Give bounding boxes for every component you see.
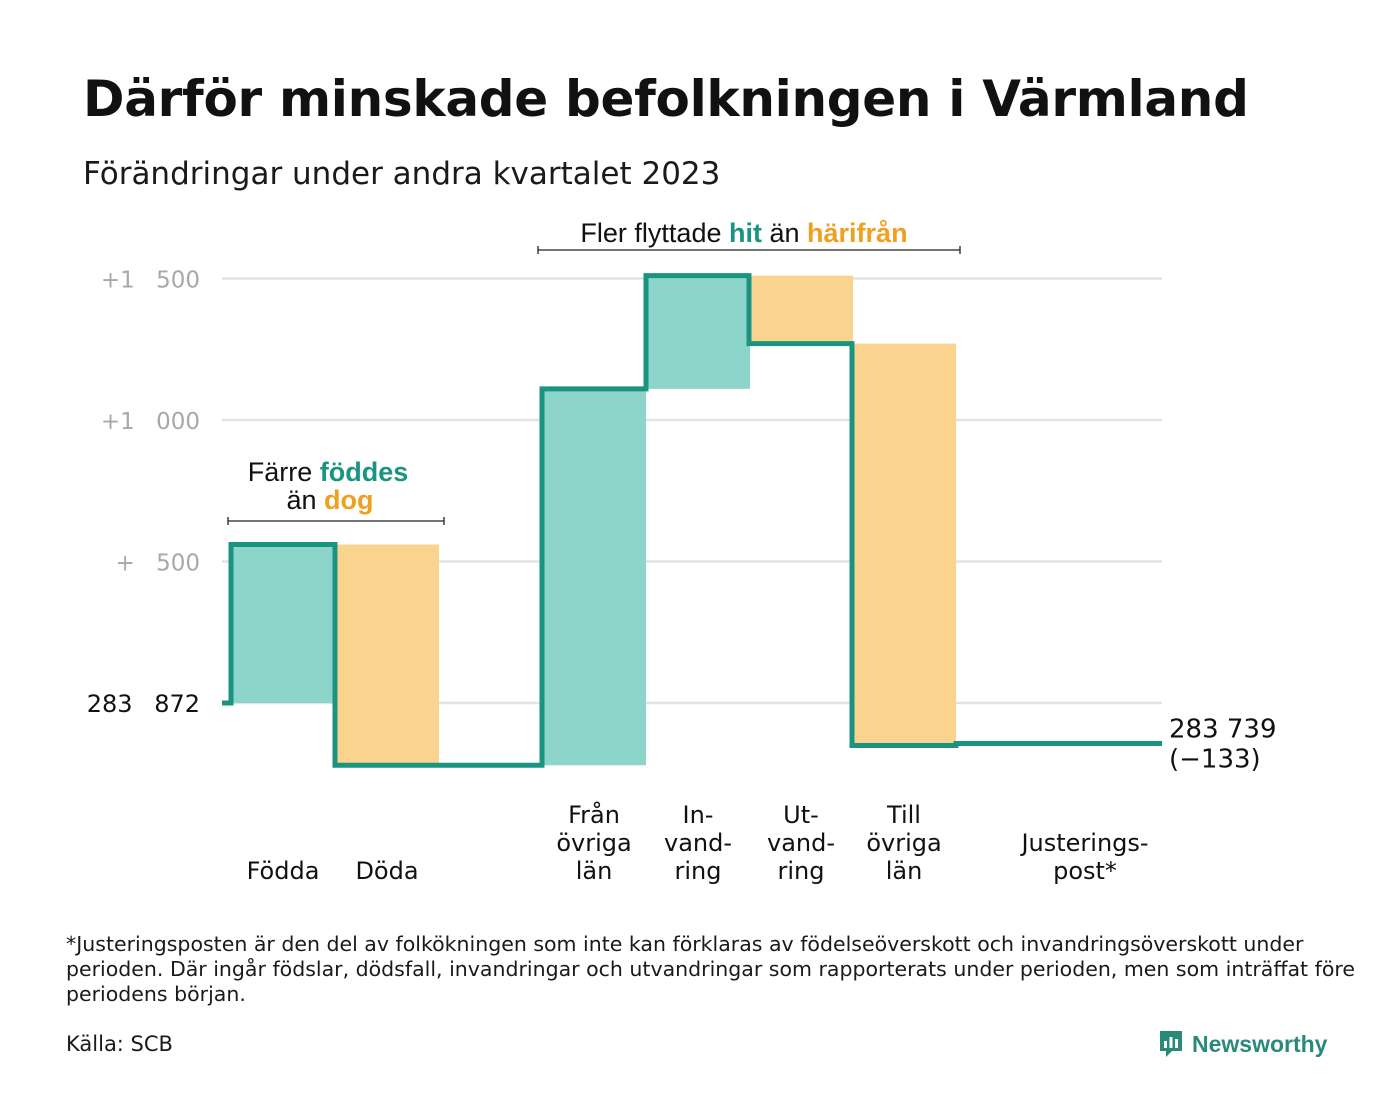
annotation-bracket [537,246,961,254]
source-note: Källa: SCB [66,1032,173,1056]
footnote: *Justeringsposten är den del av folkökni… [66,932,1355,1006]
x-category-label: In- [683,801,714,829]
annotation-text: Fler flyttade hit än härifrån [580,218,907,248]
bar-utvandring [749,275,853,344]
annotation-bracket [227,517,445,525]
cumulative-step-line [222,273,1162,768]
bar-till-övriga-län [852,343,956,746]
x-category-label: län [886,857,923,885]
step-line [222,273,1162,768]
waterfall-chart: 283 872 + 500 +1 000 +1 500 283 739(−133) Föd… [87,218,1277,885]
x-category-label: Ut- [783,801,819,829]
annotation-text: Färre föddes [248,457,409,487]
x-category-label: ring [675,857,722,885]
y-tick-label: +1 500 [101,268,200,294]
bar-döda [335,544,439,766]
annotation-text: än dog [286,485,373,515]
y-tick-label: + 500 [116,551,200,577]
end-change-label: (−133) [1169,744,1261,774]
x-category-label: Födda [247,857,320,885]
x-category-label: vand- [767,829,835,857]
end-value-label: 283 739 [1169,714,1277,744]
x-category-label: övriga [866,829,941,857]
chart-title: Därför minskade befolkningen i Värmland [83,70,1249,128]
x-category-label: Justerings- [1019,829,1148,857]
labels: 283 872 + 500 +1 000 +1 500 283 739(−133) Föd… [87,218,1277,885]
brand-logo: Newsworthy [1158,1026,1327,1062]
bar-födda [231,544,335,703]
start-value-label: 283 872 [87,690,200,718]
bar-från-övriga-län [542,388,646,766]
chart-subtitle: Förändringar under andra kvartalet 2023 [83,156,721,192]
x-category-label: Från [568,800,620,829]
bar-invandring [646,275,750,389]
x-category-label: län [576,857,613,885]
x-category-label: Döda [355,857,418,885]
x-category-label: ring [778,857,825,885]
x-category-label: post* [1053,857,1117,885]
y-tick-label: +1 000 [101,409,200,435]
x-category-label: övriga [556,829,631,857]
brand-name: Newsworthy [1192,1030,1328,1057]
x-category-label: vand- [664,829,732,857]
newsworthy-logo-icon [1160,1031,1182,1057]
bars [231,275,956,766]
x-category-label: Till [886,801,921,829]
